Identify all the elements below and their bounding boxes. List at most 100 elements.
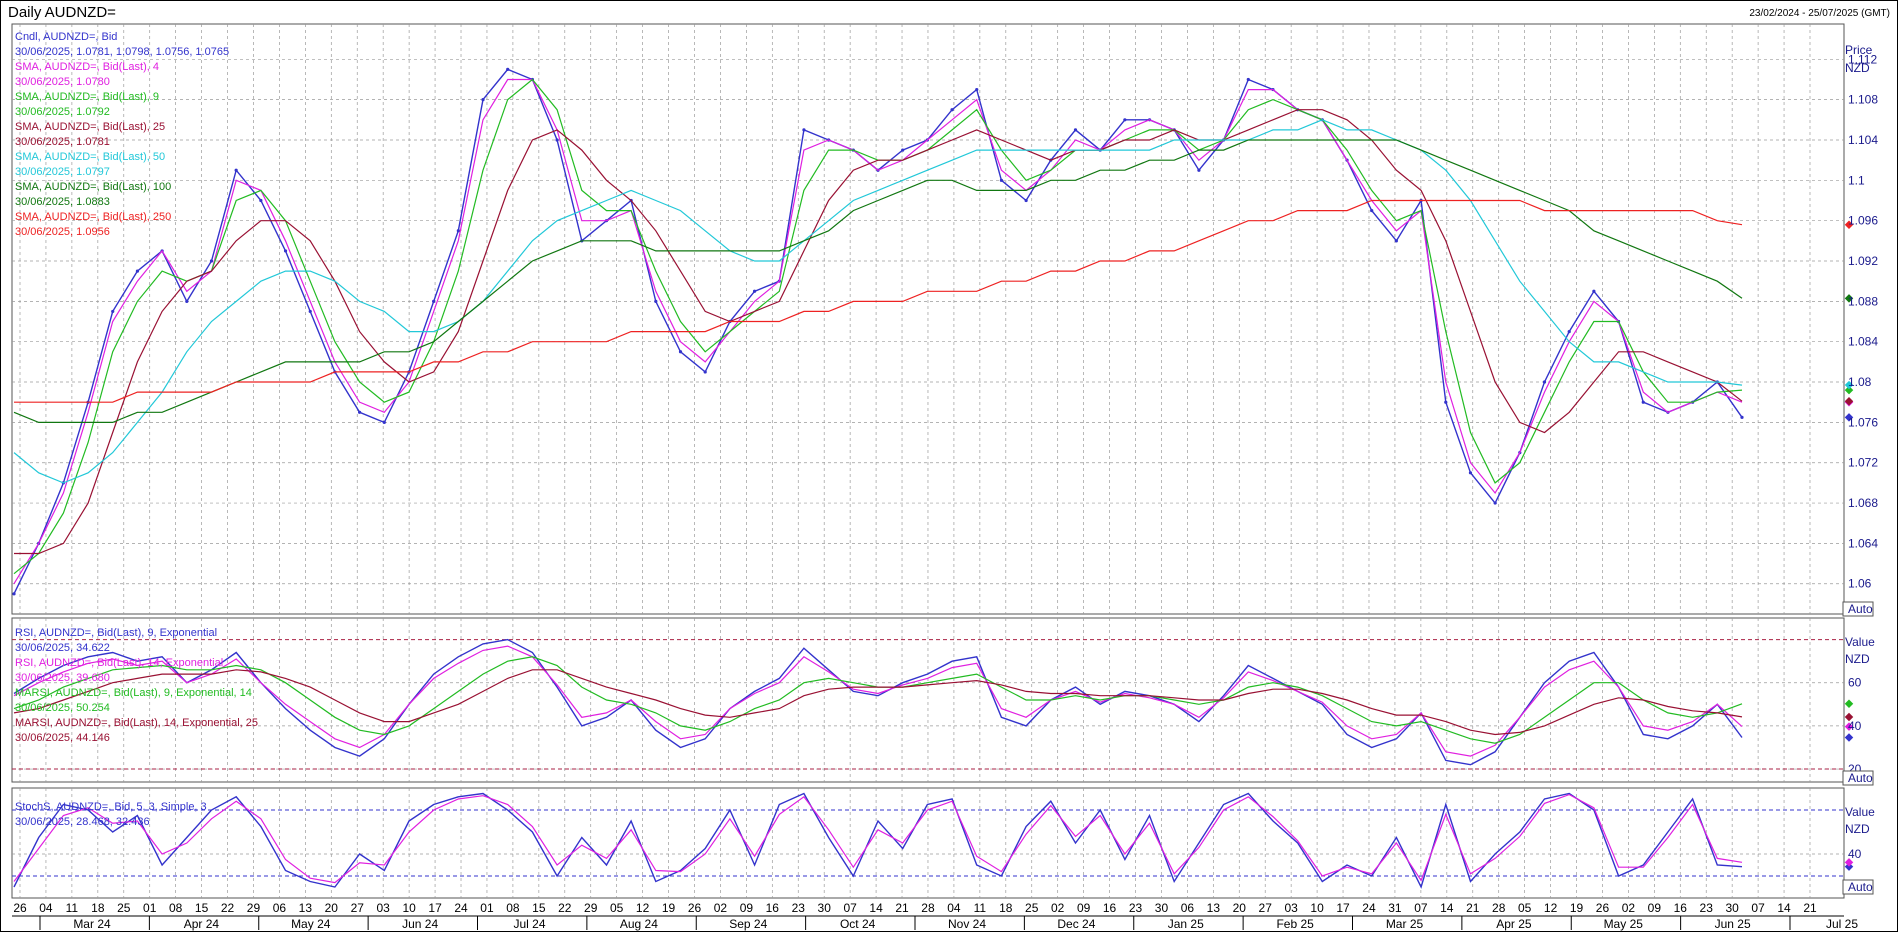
legend-entry: SMA, AUDNZD=, Bid(Last), 100 (15, 181, 171, 193)
rsi-axis-unit: NZD (1845, 652, 1870, 666)
candle-point (456, 229, 460, 233)
x-tick-label: 15 (195, 901, 209, 915)
month-label: Mar 24 (73, 917, 111, 931)
candle-point (1197, 168, 1201, 172)
series-line (13, 78, 1743, 575)
x-tick-label: 09 (1077, 901, 1091, 915)
x-tick-label: 30 (818, 901, 832, 915)
x-tick-label: 22 (558, 901, 572, 915)
month-label: Jan 25 (1168, 917, 1204, 931)
x-tick-label: 20 (325, 901, 339, 915)
candle-point (1542, 380, 1547, 384)
candle-point (283, 249, 288, 253)
candle-point (259, 198, 263, 203)
price-axis-header: Price (1845, 43, 1873, 57)
rsi-series-group (13, 638, 1854, 766)
x-tick-label: 21 (1466, 901, 1480, 915)
x-tick-label: 03 (377, 901, 391, 915)
candle-point (802, 128, 806, 132)
x-tick-label: 12 (636, 901, 650, 915)
x-tick-label: 11 (66, 901, 79, 915)
x-tick-label: 15 (532, 901, 546, 915)
x-tick-label: 17 (428, 901, 442, 915)
x-tick-label: 24 (454, 901, 468, 915)
legend-entry: SMA, AUDNZD=, Bid(Last), 25 (15, 121, 165, 133)
last-value-marker (1844, 294, 1854, 303)
x-tick-label: 01 (143, 901, 157, 915)
x-tick-label: 11 (974, 901, 987, 915)
candle-point (1073, 128, 1078, 132)
x-tick-label: 01 (480, 901, 494, 915)
month-label: Dec 24 (1057, 917, 1095, 931)
stoch-panel: 40 Value NZD Auto StochS, AUDNZD=, Bid, … (11, 787, 1875, 899)
x-tick-label: 29 (247, 901, 261, 915)
month-label: Mar 25 (1386, 917, 1424, 931)
candle-point (308, 309, 312, 314)
x-tick-label: 25 (117, 901, 131, 915)
x-tick-label: 26 (13, 901, 27, 915)
y-tick-label: 1.096 (1848, 214, 1878, 228)
last-value-marker (1844, 712, 1854, 722)
x-tick-label: 18 (999, 901, 1013, 915)
candle-point (1370, 208, 1374, 213)
stoch-axis-header: Value (1845, 805, 1875, 819)
y-tick-label: 1.112 (1848, 52, 1877, 66)
stoch-series-group (13, 792, 1854, 889)
month-label: Feb 25 (1276, 917, 1314, 931)
x-tick-label: 13 (1207, 901, 1221, 915)
x-tick-label: 17 (1336, 901, 1350, 915)
candle-point (1246, 77, 1250, 82)
x-tick-label: 10 (402, 901, 416, 915)
month-label: Jul 24 (513, 917, 545, 931)
series-line (13, 669, 1743, 736)
y-tick-label: 1.08 (1848, 375, 1872, 389)
auto-button-stoch[interactable]: Auto (1842, 879, 1874, 895)
x-tick-label: 03 (1284, 901, 1298, 915)
month-label: Apr 24 (184, 917, 220, 931)
legend-entry: SMA, AUDNZD=, Bid(Last), 4 (15, 61, 159, 73)
stoch-legend: StochS, AUDNZD=, Bid, 5, 3, Simple, 3 30/… (15, 801, 207, 828)
stoch-axis-unit: NZD (1845, 822, 1870, 836)
legend-entry: SMA, AUDNZD=, Bid(Last), 9 (15, 91, 159, 103)
candle-point (481, 98, 485, 102)
legend-entry: RSI, AUDNZD=, Bid(Last), 9, Exponential (15, 627, 217, 639)
legend-entry: 30/06/2025, 1.0781, 1.0798, 1.0756, 1.07… (15, 46, 229, 58)
chart-title: Daily AUDNZD= (8, 4, 116, 21)
legend-entry: 30/06/2025, 1.0780 (15, 76, 110, 88)
month-label: Apr 25 (1496, 917, 1532, 931)
x-tick-label: 21 (895, 901, 909, 915)
x-tick-label: 27 (1259, 901, 1273, 915)
candle-point (950, 108, 954, 112)
candle-point (1641, 400, 1645, 404)
month-label: Jun 24 (402, 917, 438, 931)
x-axis: 26 04 11 18 25 01 08 15 22 29 06 13 20 27 03 10 17 24 01 08… (12, 901, 1858, 931)
x-tick-label: 07 (1414, 901, 1428, 915)
price-axis-unit: NZD (1845, 61, 1870, 75)
candle-point (234, 168, 238, 172)
month-label: May 25 (1604, 917, 1644, 931)
x-tick-label: 09 (1648, 901, 1662, 915)
candle-point (209, 259, 214, 263)
auto-button-label: Auto (1848, 602, 1873, 616)
legend-entry: 30/06/2025, 50.254 (15, 702, 110, 714)
auto-button-price[interactable]: Auto (1842, 601, 1874, 617)
last-value-marker (1844, 858, 1854, 867)
x-tick-label: 16 (1103, 901, 1117, 915)
auto-button-rsi[interactable]: Auto (1842, 770, 1874, 786)
price-series-group (12, 67, 1854, 596)
price-panel: 1.112 1.108 1.104 1.1 1.096 1.092 1.088 1.084 1.… (11, 23, 1878, 617)
x-tick-label: 16 (1674, 901, 1688, 915)
legend-entry: SMA, AUDNZD=, Bid(Last), 250 (15, 211, 171, 223)
legend-entry: 30/06/2025, 1.0883 (15, 196, 110, 208)
y-tick-label: 1.088 (1848, 294, 1878, 308)
x-tick-label: 02 (1622, 901, 1636, 915)
legend-entry: 30/06/2025, 34.622 (15, 642, 110, 654)
y-tick-label: 1.064 (1848, 536, 1878, 550)
series-line (13, 119, 1743, 484)
last-value-marker (1844, 699, 1854, 709)
candle-point (111, 309, 115, 314)
month-label: May 24 (291, 917, 331, 931)
